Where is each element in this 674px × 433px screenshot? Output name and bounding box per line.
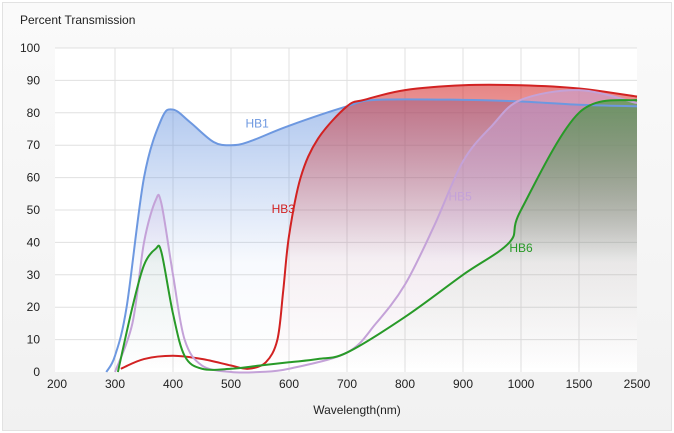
- series-label-hb3: HB3: [272, 202, 296, 216]
- series-fill-hb6: [117, 99, 637, 372]
- y-tick-label: 100: [20, 41, 40, 55]
- series-line-hb3: [120, 83, 638, 370]
- series-label-hb5: HB5: [449, 189, 473, 203]
- series-line-hb1: [105, 98, 638, 373]
- y-tick-label: 90: [27, 73, 41, 87]
- x-tick-label: 800: [395, 377, 415, 391]
- y-tick-label: 50: [27, 203, 41, 217]
- x-tick-label: 1000: [508, 377, 535, 391]
- x-tick-label: 1500: [566, 377, 593, 391]
- y-tick-label: 0: [33, 365, 40, 379]
- series-label-hb6: HB6: [509, 241, 533, 255]
- series-line-hb6: [116, 98, 638, 373]
- y-tick-label: 20: [27, 300, 41, 314]
- x-tick-label: 300: [105, 377, 125, 391]
- x-axis-label: Wavelength(nm): [313, 403, 401, 417]
- y-tick-label: 80: [27, 106, 41, 120]
- x-tick-label: 200: [47, 377, 67, 391]
- x-tick-label: 400: [163, 377, 183, 391]
- x-tick-label: 600: [279, 377, 299, 391]
- x-tick-label: 900: [453, 377, 473, 391]
- chart-title: Percent Transmission: [20, 13, 135, 27]
- x-tick-label: 500: [221, 377, 241, 391]
- x-tick-label: 700: [337, 377, 357, 391]
- series-line-hb5: [114, 89, 638, 374]
- series-label-hb1: HB1: [246, 116, 270, 130]
- y-tick-label: 30: [27, 268, 41, 282]
- x-tick-label: 2500: [624, 377, 651, 391]
- y-tick-label: 70: [27, 138, 41, 152]
- y-tick-label: 60: [27, 171, 41, 185]
- y-tick-label: 10: [27, 333, 41, 347]
- y-tick-label: 40: [27, 235, 41, 249]
